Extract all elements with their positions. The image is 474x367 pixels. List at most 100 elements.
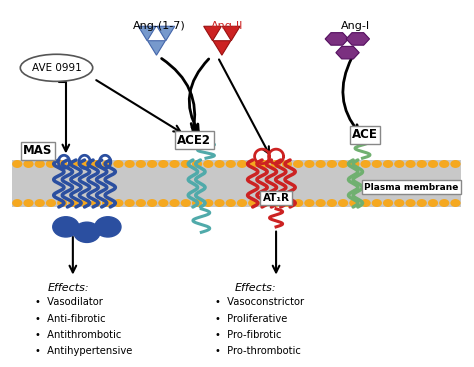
Circle shape: [158, 160, 168, 168]
Circle shape: [95, 217, 121, 237]
Text: Ang-(1-7): Ang-(1-7): [133, 21, 186, 31]
Text: •  Anti-fibrotic: • Anti-fibrotic: [36, 314, 106, 324]
Circle shape: [383, 160, 393, 168]
Circle shape: [439, 199, 449, 207]
Circle shape: [147, 160, 157, 168]
Circle shape: [12, 199, 22, 207]
Text: •  Antihypertensive: • Antihypertensive: [36, 346, 133, 356]
Circle shape: [316, 199, 326, 207]
Circle shape: [23, 199, 34, 207]
Circle shape: [372, 160, 382, 168]
Circle shape: [136, 160, 146, 168]
Circle shape: [237, 160, 247, 168]
Circle shape: [259, 160, 270, 168]
Circle shape: [405, 199, 416, 207]
Circle shape: [169, 199, 180, 207]
Circle shape: [394, 160, 404, 168]
Circle shape: [405, 160, 416, 168]
Circle shape: [181, 160, 191, 168]
Text: •  Vasodilator: • Vasodilator: [36, 297, 103, 307]
Circle shape: [259, 199, 270, 207]
Text: AT₁R: AT₁R: [263, 193, 290, 203]
Text: •  Pro-thrombotic: • Pro-thrombotic: [215, 346, 301, 356]
Circle shape: [147, 199, 157, 207]
Text: AVE 0991: AVE 0991: [32, 63, 82, 73]
Circle shape: [338, 199, 348, 207]
Circle shape: [304, 160, 315, 168]
Circle shape: [293, 160, 303, 168]
Polygon shape: [147, 41, 165, 55]
Circle shape: [316, 160, 326, 168]
Circle shape: [349, 160, 359, 168]
Circle shape: [338, 160, 348, 168]
Text: Ang-II: Ang-II: [211, 21, 243, 31]
Circle shape: [327, 160, 337, 168]
Circle shape: [68, 199, 79, 207]
Text: MAS: MAS: [23, 145, 53, 157]
Circle shape: [68, 160, 79, 168]
Circle shape: [46, 199, 56, 207]
Circle shape: [226, 160, 236, 168]
Circle shape: [327, 199, 337, 207]
Circle shape: [80, 160, 90, 168]
Circle shape: [192, 160, 202, 168]
Circle shape: [271, 160, 281, 168]
Text: Effects:: Effects:: [234, 283, 276, 293]
Polygon shape: [204, 26, 221, 41]
Circle shape: [271, 199, 281, 207]
Circle shape: [136, 199, 146, 207]
Circle shape: [282, 199, 292, 207]
Text: •  Pro-fibrotic: • Pro-fibrotic: [215, 330, 282, 340]
Circle shape: [360, 160, 371, 168]
Circle shape: [214, 160, 225, 168]
Circle shape: [439, 160, 449, 168]
Circle shape: [113, 160, 124, 168]
Circle shape: [53, 217, 79, 237]
Text: •  Proliferative: • Proliferative: [215, 314, 288, 324]
Circle shape: [394, 199, 404, 207]
Circle shape: [372, 199, 382, 207]
Circle shape: [428, 160, 438, 168]
Circle shape: [80, 199, 90, 207]
Circle shape: [450, 199, 461, 207]
Circle shape: [35, 199, 45, 207]
Circle shape: [169, 160, 180, 168]
Circle shape: [282, 160, 292, 168]
Circle shape: [192, 199, 202, 207]
Circle shape: [360, 199, 371, 207]
Polygon shape: [157, 26, 175, 41]
Circle shape: [74, 222, 100, 243]
Circle shape: [214, 199, 225, 207]
Circle shape: [23, 160, 34, 168]
Circle shape: [248, 199, 258, 207]
Text: ACE2: ACE2: [177, 134, 211, 147]
Circle shape: [102, 199, 112, 207]
Polygon shape: [336, 46, 359, 59]
Polygon shape: [213, 41, 231, 55]
Circle shape: [203, 199, 213, 207]
Circle shape: [417, 160, 427, 168]
Text: •  Vasoconstrictor: • Vasoconstrictor: [215, 297, 304, 307]
Circle shape: [57, 199, 67, 207]
Circle shape: [383, 199, 393, 207]
Circle shape: [57, 160, 67, 168]
Circle shape: [12, 160, 22, 168]
Circle shape: [46, 160, 56, 168]
Circle shape: [428, 199, 438, 207]
Circle shape: [102, 160, 112, 168]
Polygon shape: [325, 33, 348, 45]
Circle shape: [349, 199, 359, 207]
Circle shape: [91, 160, 101, 168]
Circle shape: [237, 199, 247, 207]
Bar: [12, 160, 461, 207]
Circle shape: [226, 199, 236, 207]
Circle shape: [91, 199, 101, 207]
Polygon shape: [346, 33, 370, 45]
Circle shape: [158, 199, 168, 207]
Circle shape: [181, 199, 191, 207]
Circle shape: [417, 199, 427, 207]
Circle shape: [304, 199, 315, 207]
Polygon shape: [138, 26, 156, 41]
Circle shape: [203, 160, 213, 168]
Text: Effects:: Effects:: [47, 283, 89, 293]
